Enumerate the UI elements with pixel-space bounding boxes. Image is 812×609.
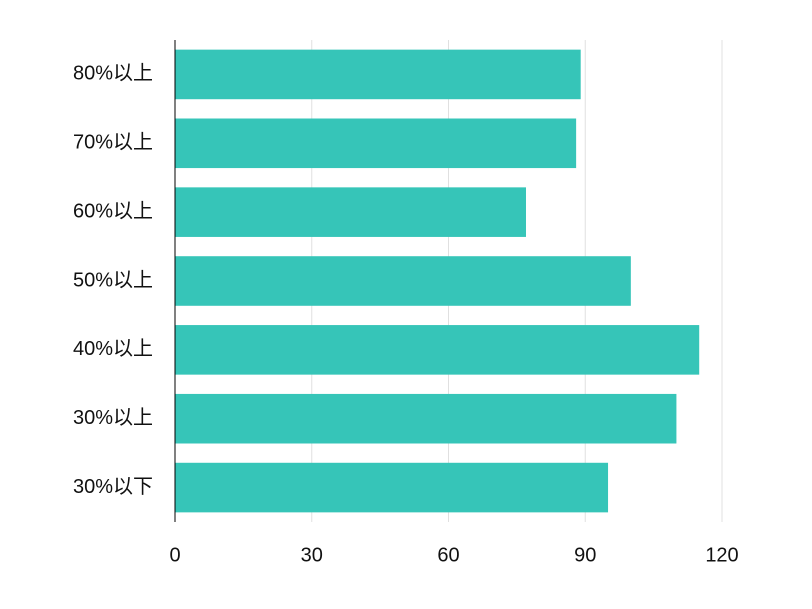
bar <box>175 393 677 444</box>
x-tick-label: 60 <box>437 544 459 566</box>
y-tick-label: 60%以上 <box>73 199 153 222</box>
y-tick-label: 80%以上 <box>73 62 153 85</box>
bar <box>175 118 577 169</box>
y-tick-label: 40%以上 <box>73 337 153 360</box>
x-tick-label: 30 <box>301 544 323 566</box>
y-tick-label: 70%以上 <box>73 131 153 154</box>
x-tick-label: 0 <box>169 544 180 566</box>
bar <box>175 256 631 306</box>
bar <box>175 49 581 100</box>
bar <box>175 187 526 237</box>
x-tick-label: 90 <box>574 544 596 566</box>
y-tick-label: 30%以下 <box>73 476 153 498</box>
bar <box>175 325 700 375</box>
y-tick-label: 30%以上 <box>73 406 153 429</box>
bar <box>175 462 609 513</box>
y-tick-label: 50%以上 <box>73 268 153 291</box>
x-tick-label: 120 <box>705 544 738 566</box>
